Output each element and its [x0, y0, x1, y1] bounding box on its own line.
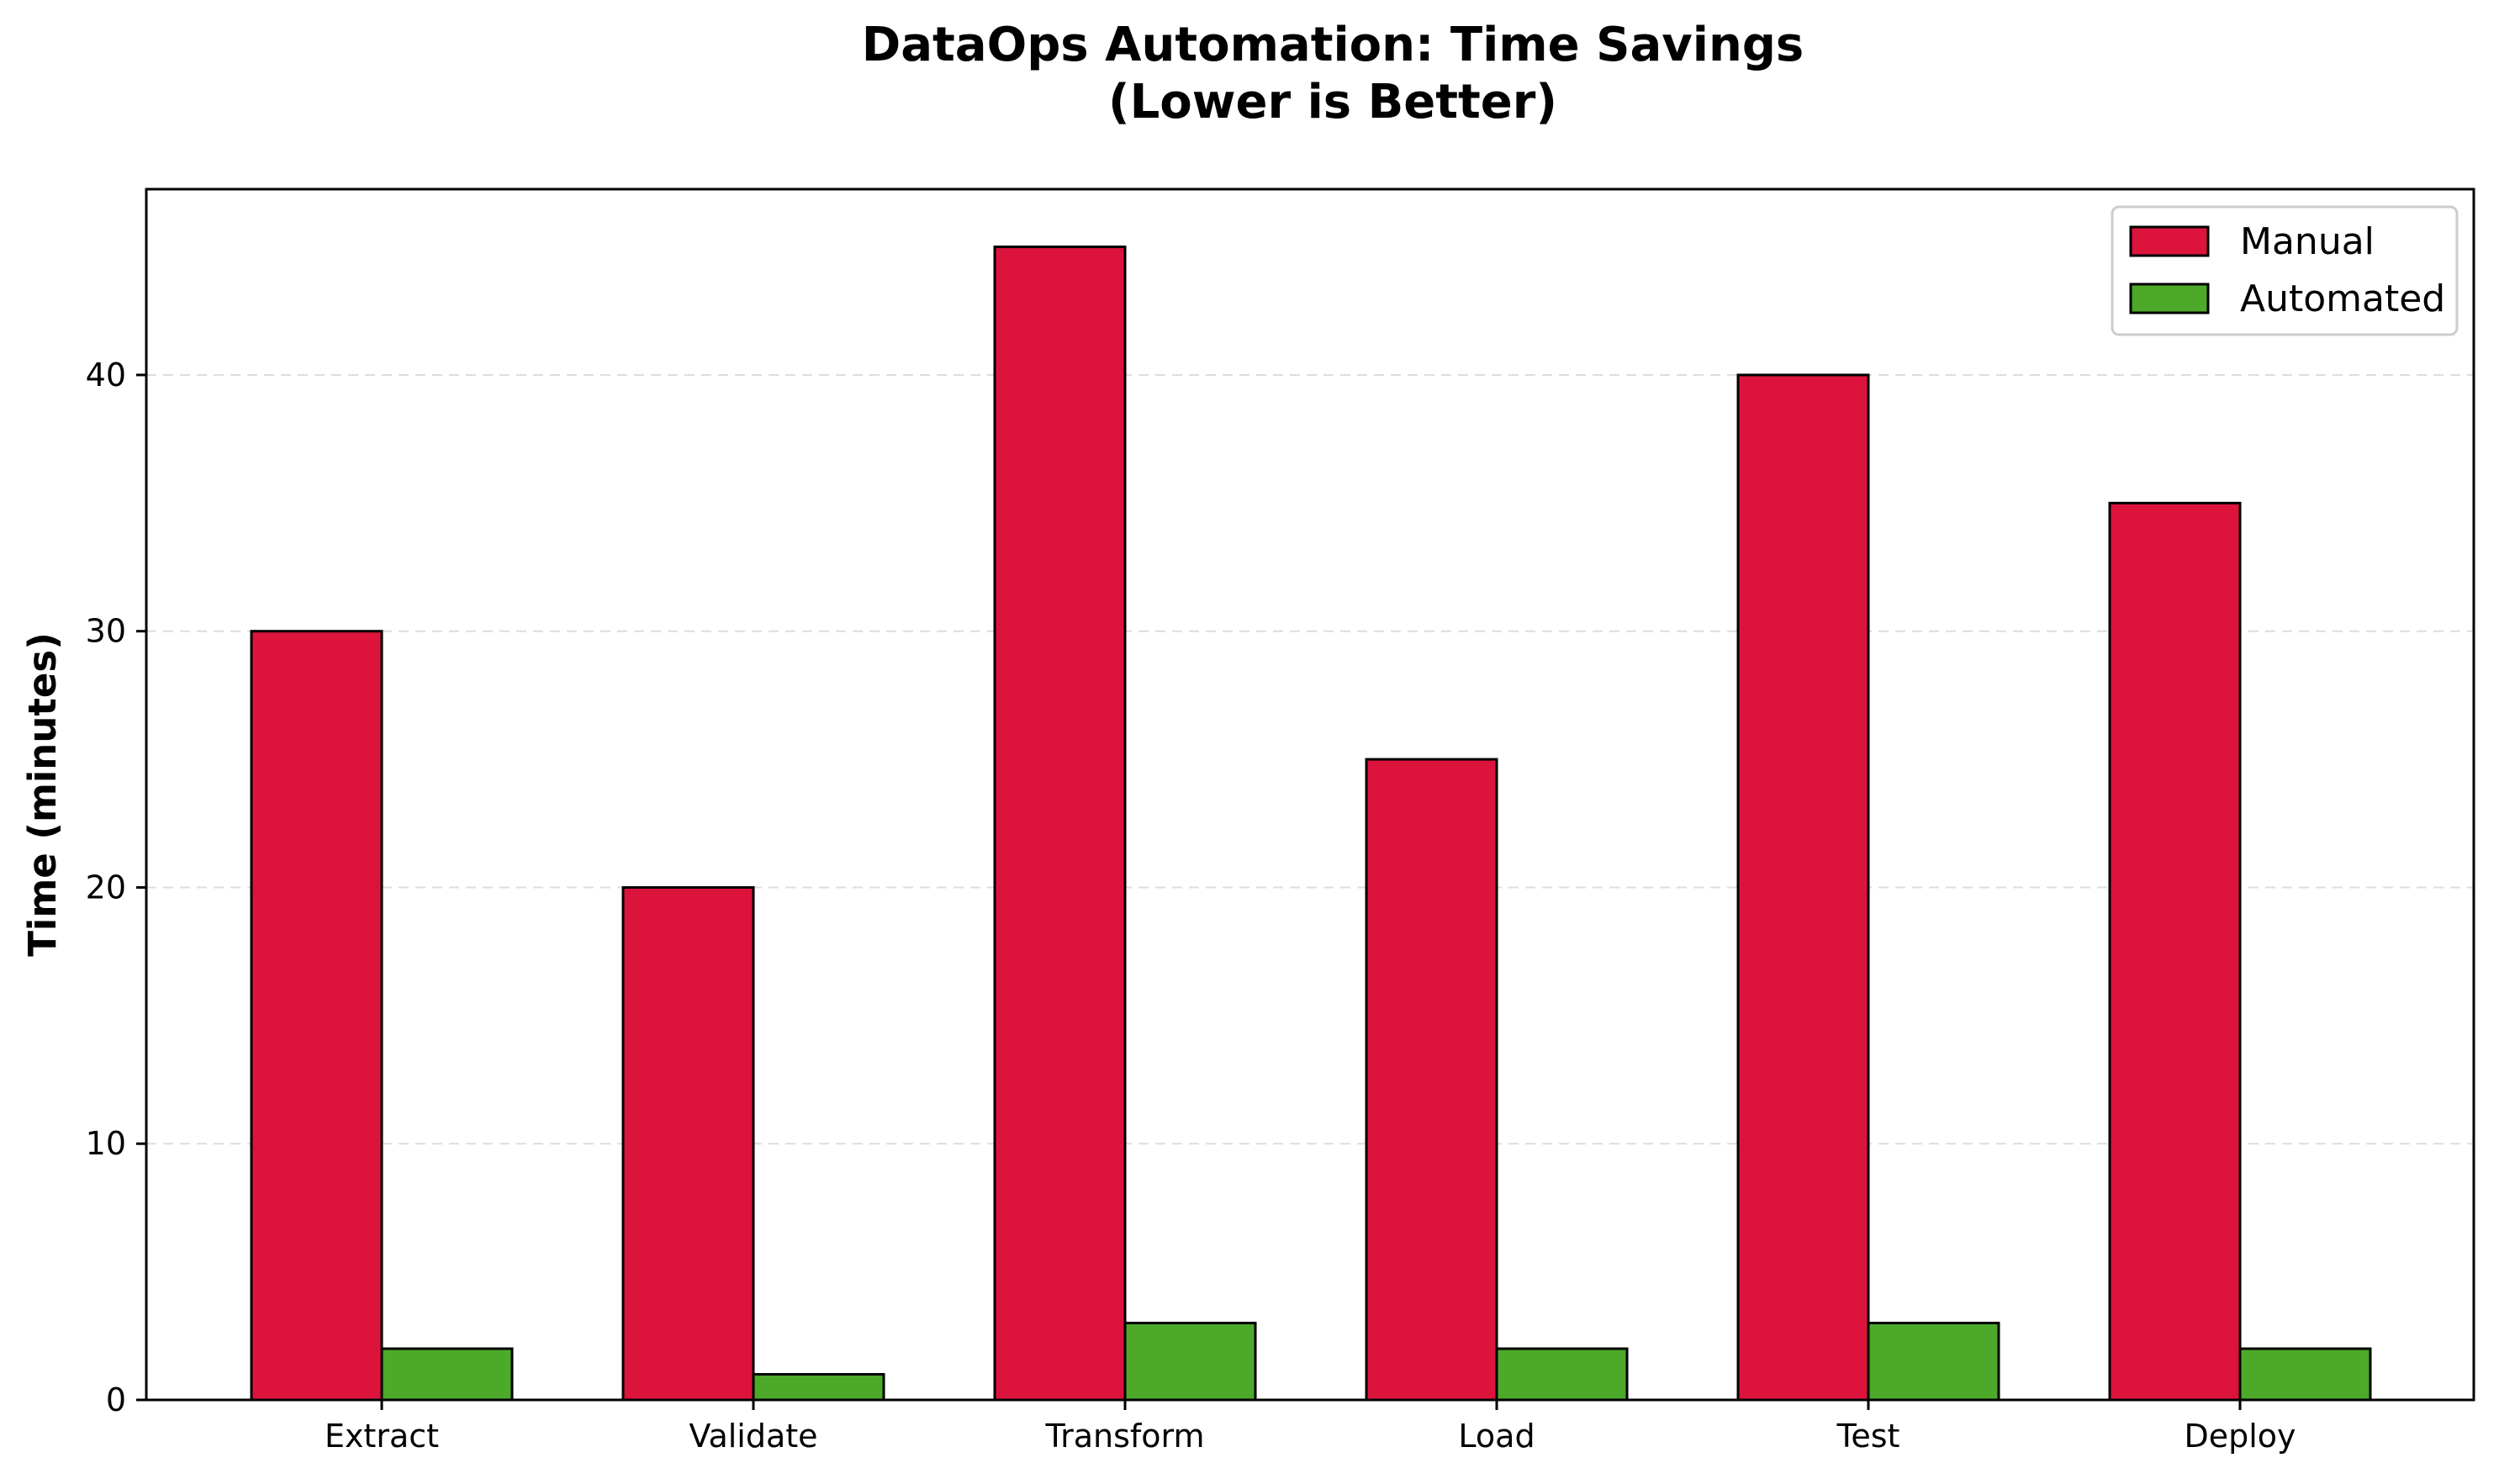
x-tick-label: Transform	[1044, 1418, 1204, 1455]
chart-title: DataOps Automation: Time Savings	[862, 18, 1804, 72]
x-axis-ticks: Extract Validate Transform Load Test Deploy	[325, 1400, 2296, 1455]
y-tick-label: 10	[86, 1125, 126, 1162]
bar-manual-extract	[250, 630, 383, 1402]
legend-label-manual: Manual	[2240, 220, 2375, 263]
y-axis-ticks: 0 10 20 30 40	[86, 356, 146, 1418]
bar-automated-test	[1867, 1322, 2000, 1402]
x-tick-label: Validate	[689, 1418, 817, 1455]
x-tick-label: Load	[1458, 1418, 1535, 1455]
bar-automated-transform	[1123, 1322, 1257, 1402]
bar-manual-test	[1736, 373, 1870, 1402]
x-tick-label: Extract	[325, 1418, 439, 1455]
bar-manual-transform	[993, 246, 1127, 1402]
legend-label-automated: Automated	[2240, 277, 2445, 320]
legend: Manual Automated	[2111, 205, 2459, 336]
chart-subtitle: (Lower is Better)	[1108, 75, 1557, 129]
bar-automated-deploy	[2238, 1347, 2372, 1402]
x-tick-label: Test	[1836, 1418, 1900, 1455]
grid-lines	[146, 373, 2474, 1145]
y-axis-label: Time (minutes)	[20, 632, 65, 957]
bar-automated-load	[1495, 1347, 1629, 1402]
bar-automated-validate	[752, 1373, 885, 1402]
y-tick-label: 30	[86, 613, 126, 650]
y-tick-label: 40	[86, 356, 126, 393]
y-tick-label: 0	[106, 1381, 126, 1418]
y-tick-label: 20	[86, 869, 126, 906]
legend-swatch-manual	[2129, 225, 2210, 257]
bars-group	[250, 246, 2372, 1402]
legend-swatch-automated	[2129, 283, 2210, 314]
x-tick-label: Deploy	[2184, 1418, 2296, 1455]
bar-manual-deploy	[2108, 501, 2242, 1402]
plot-area-frame	[145, 187, 2475, 1402]
bar-manual-validate	[621, 885, 755, 1402]
bar-manual-load	[1365, 758, 1498, 1402]
bar-automated-extract	[380, 1347, 514, 1402]
